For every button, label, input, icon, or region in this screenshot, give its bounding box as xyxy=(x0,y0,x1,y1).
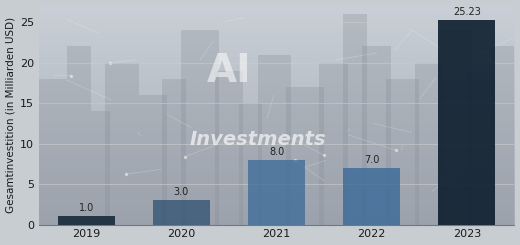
Bar xyxy=(38,79,67,225)
Text: 7.0: 7.0 xyxy=(364,155,380,165)
Y-axis label: Gesamtinvestition (in Milliarden USD): Gesamtinvestition (in Milliarden USD) xyxy=(6,17,16,213)
Bar xyxy=(215,71,243,225)
Text: Investments: Investments xyxy=(189,130,326,149)
Text: 1.0: 1.0 xyxy=(79,203,94,213)
Text: 3.0: 3.0 xyxy=(174,187,189,197)
Text: AI: AI xyxy=(206,52,251,90)
Bar xyxy=(319,63,348,225)
Bar xyxy=(139,95,167,225)
Bar xyxy=(362,47,391,225)
Bar xyxy=(162,79,186,225)
Bar xyxy=(343,168,400,225)
Bar xyxy=(58,217,115,225)
Bar xyxy=(343,14,367,225)
Bar xyxy=(386,79,419,225)
Bar xyxy=(438,30,472,225)
Bar xyxy=(239,103,262,225)
Bar xyxy=(257,55,291,225)
Bar xyxy=(91,111,110,225)
Bar xyxy=(491,47,520,225)
Bar xyxy=(467,71,496,225)
Bar xyxy=(414,63,443,225)
Text: 8.0: 8.0 xyxy=(269,147,284,157)
Bar xyxy=(286,87,324,225)
Bar xyxy=(67,47,91,225)
Text: 25.23: 25.23 xyxy=(453,7,481,17)
Bar xyxy=(248,160,305,225)
Bar xyxy=(106,63,139,225)
Bar xyxy=(181,30,219,225)
Bar xyxy=(438,20,496,225)
Bar xyxy=(153,200,210,225)
